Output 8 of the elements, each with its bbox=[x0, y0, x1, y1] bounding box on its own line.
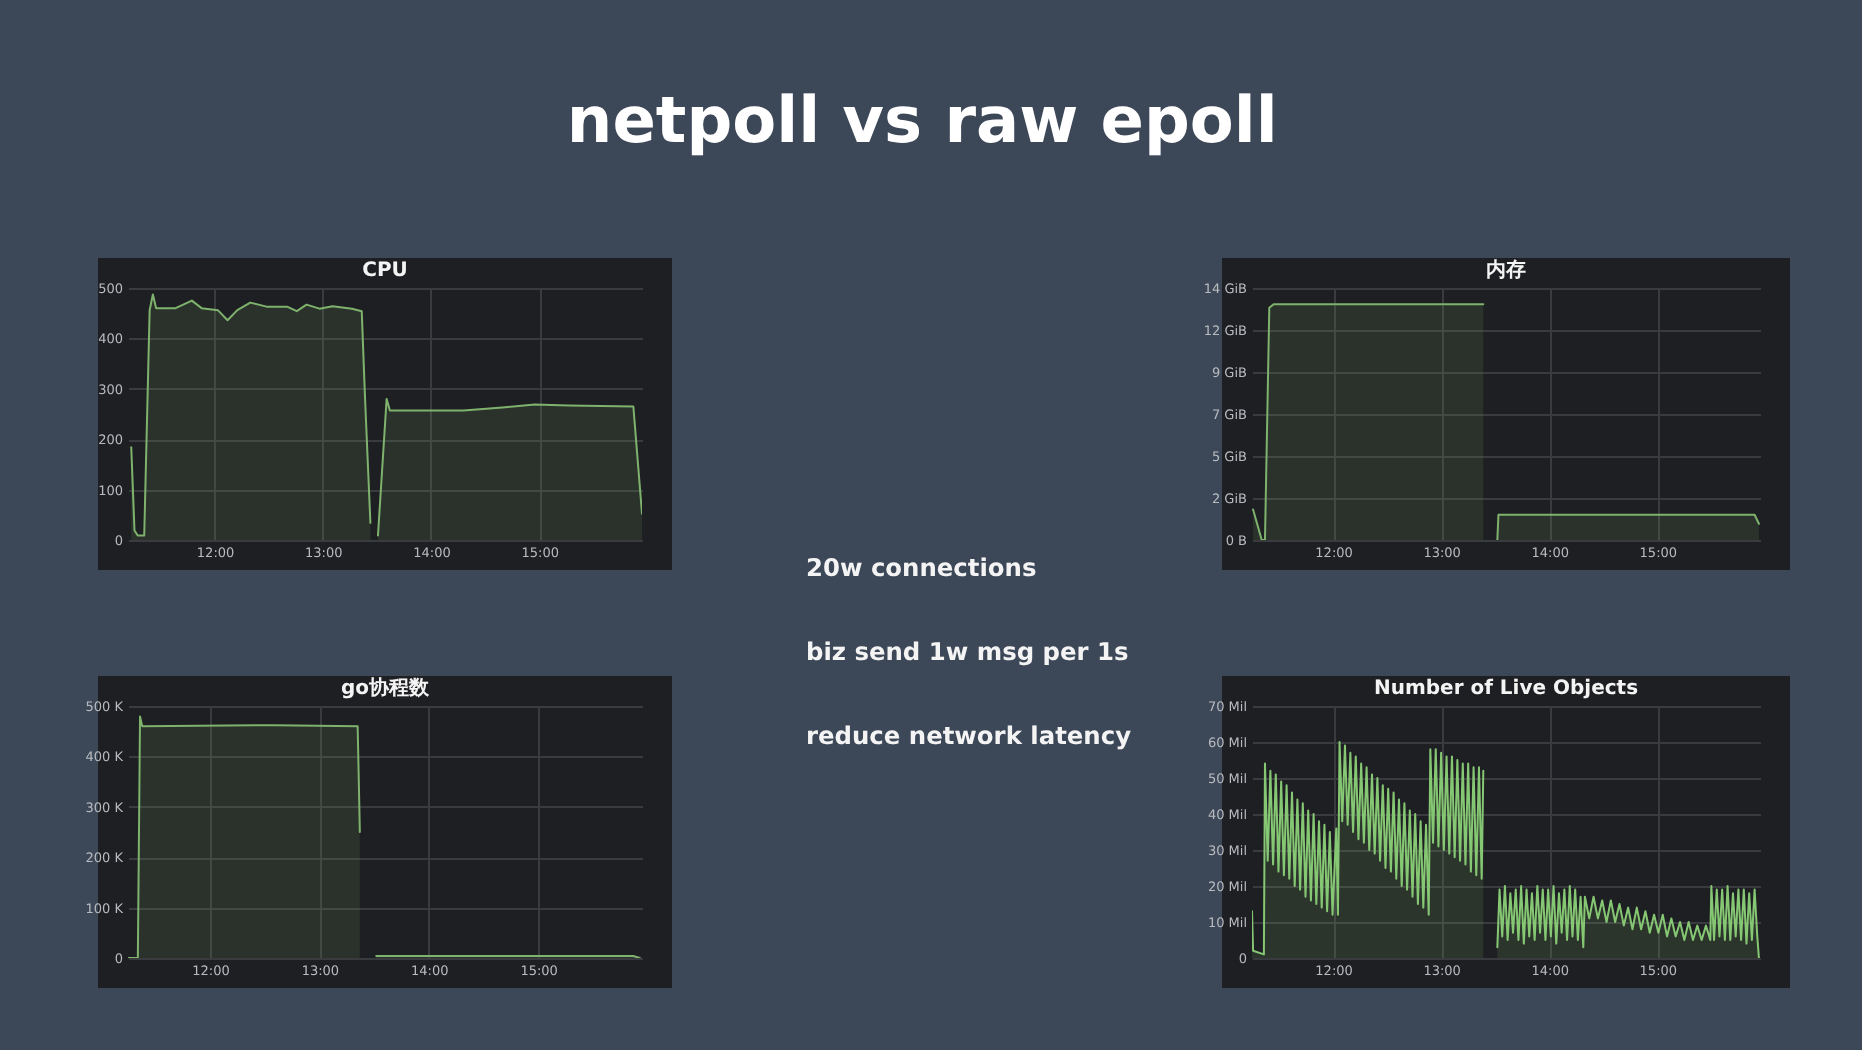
chart-title: CPU bbox=[362, 260, 408, 282]
text: 20w connections bbox=[806, 554, 1037, 582]
chart-title: go协程数 bbox=[340, 676, 432, 700]
text: reduce network latency bbox=[806, 722, 1132, 750]
text: netpoll vs raw epoll bbox=[566, 82, 1278, 158]
text: biz send 1w msg per 1s bbox=[806, 638, 1129, 666]
chart-title: Number of Live Objects bbox=[1373, 678, 1639, 700]
chart-title: 内存 bbox=[1486, 258, 1526, 282]
